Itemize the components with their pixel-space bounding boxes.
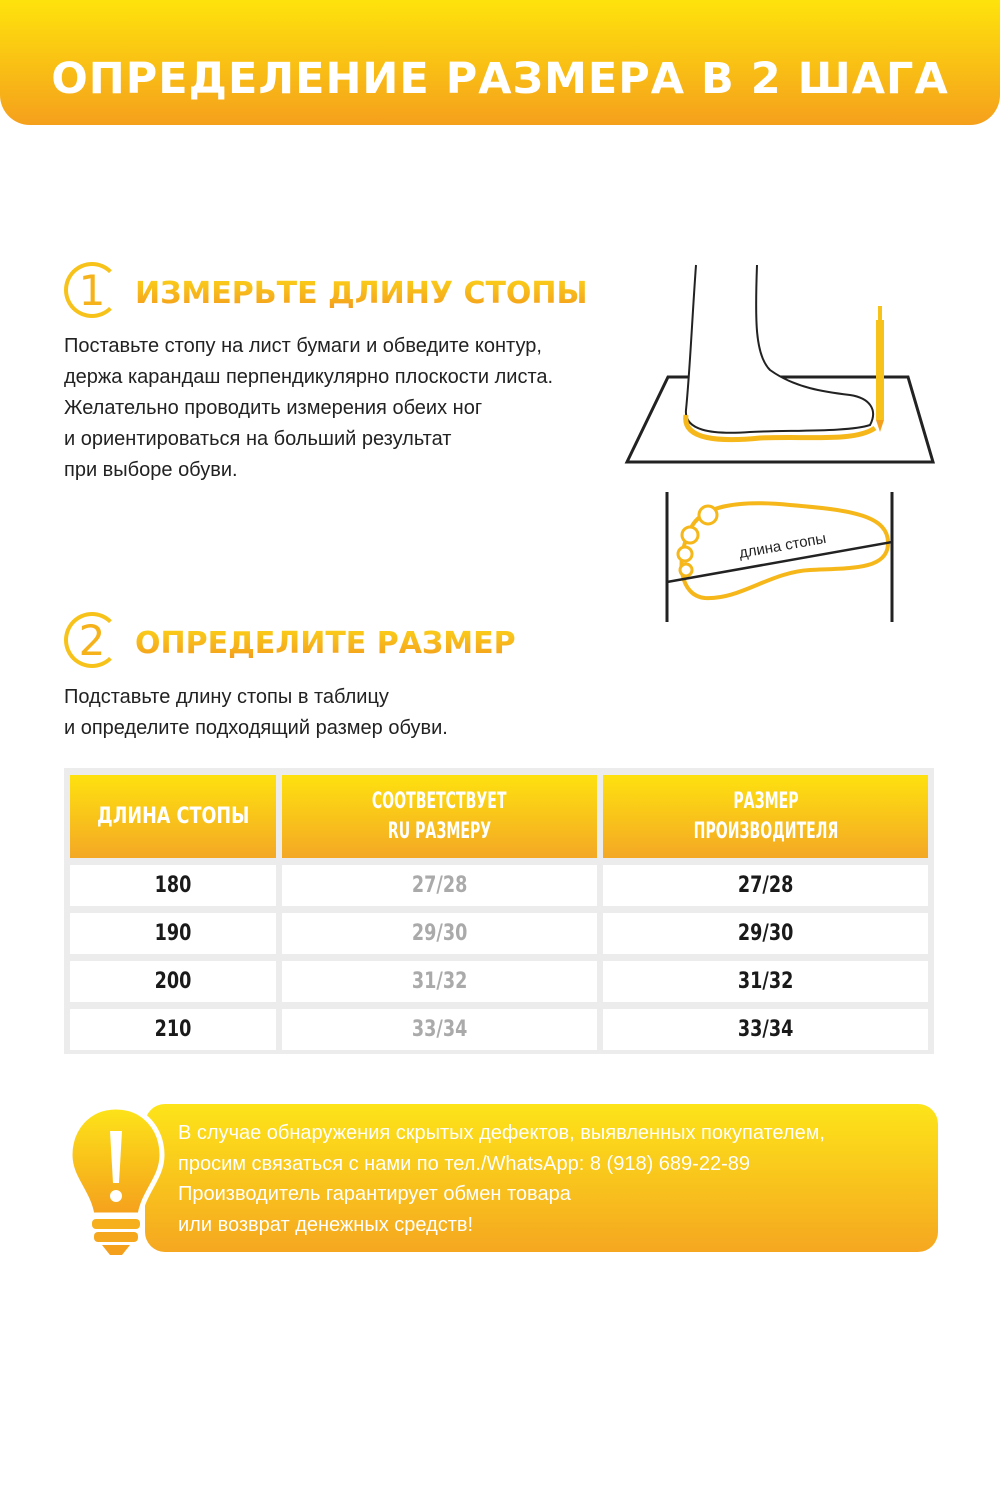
manufacturer-size-cell: 31/32 [603,961,929,1002]
text-line: и определите подходящий размер обуви. [64,717,448,739]
table-row: 180 27/28 27/28 [70,865,929,906]
foot-length-cell: 200 [70,961,276,1002]
header-foot-length: ДЛИНА СТОПЫ [70,775,276,858]
text-line: Поставьте стопу на лист бумаги и обведит… [64,335,542,357]
notice-text: В случае обнаружения скрытых дефектов, в… [178,1118,825,1240]
text-line: при выборе обуви. [64,459,238,481]
manufacturer-size-cell: 27/28 [603,865,929,906]
foot-length-cell: 180 [70,865,276,906]
foot-sole-illustration: длина стопы [665,492,894,622]
text-line: держа карандаш перпендикулярно плоскости… [64,366,554,388]
manufacturer-size-cell: 33/34 [603,1009,929,1050]
step-number-1: 1 [64,262,120,318]
table-row: 210 33/34 33/34 [70,1009,929,1050]
text-line: просим связаться с нами по тел./WhatsApp… [178,1152,750,1175]
table-row: 190 29/30 29/30 [70,913,929,954]
ru-size-cell: 27/28 [281,865,598,906]
size-table: ДЛИНА СТОПЫ СООТВЕТСТВУЕТ RU РАЗМЕРУ РАЗМ… [64,768,934,1054]
lightbulb-exclamation-icon [67,1104,165,1255]
header-ru-size: СООТВЕТСТВУЕТ RU РАЗМЕРУ [281,775,598,858]
step2-text: Подставьте длину стопы в таблицу и опред… [64,682,448,744]
table-row: 200 31/32 31/32 [70,961,929,1002]
header-banner: ОПРЕДЕЛЕНИЕ РАЗМЕРА В 2 ШАГА [0,0,1000,125]
text-line: Производитель гарантирует обмен товара [178,1183,571,1205]
step-number-2: 2 [64,612,120,668]
table-header-row: ДЛИНА СТОПЫ СООТВЕТСТВУЕТ RU РАЗМЕРУ РАЗМ… [70,775,929,858]
text-line: Подставьте длину стопы в таблицу [64,686,389,708]
ru-size-cell: 33/34 [281,1009,598,1050]
text-line: Желательно проводить измерения обеих ног [64,397,483,419]
step2-title: ОПРЕДЕЛИТЕ РАЗМЕР [135,626,516,661]
ru-size-cell: 29/30 [281,913,598,954]
manufacturer-size-cell: 29/30 [603,913,929,954]
foot-length-cell: 190 [70,913,276,954]
header-manufacturer-size: РАЗМЕР ПРОИЗВОДИТЕЛЯ [603,775,929,858]
foot-on-paper-illustration [624,264,936,464]
step1-title: ИЗМЕРЬТЕ ДЛИНУ СТОПЫ [135,276,588,311]
notice-banner [145,1104,938,1252]
step1-text: Поставьте стопу на лист бумаги и обведит… [64,331,553,486]
text-line: или возврат денежных средств! [178,1213,474,1236]
page-title: ОПРЕДЕЛЕНИЕ РАЗМЕРА В 2 ШАГА [51,53,949,104]
foot-length-cell: 210 [70,1009,276,1050]
text-line: В случае обнаружения скрытых дефектов, в… [178,1122,825,1144]
text-line: и ориентироваться на больший результат [64,428,452,450]
ru-size-cell: 31/32 [281,961,598,1002]
